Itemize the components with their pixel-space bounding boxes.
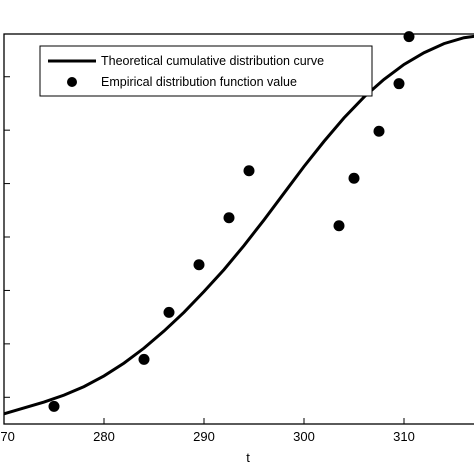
- x-tick-label-1: 280: [93, 429, 115, 444]
- empirical-point-3: [193, 259, 205, 271]
- x-axis-ticks: 270 280 290 300 310: [0, 418, 415, 444]
- x-axis-label: t: [246, 450, 250, 465]
- empirical-point-8: [373, 125, 385, 137]
- series-points-empirical: [48, 31, 415, 412]
- empirical-point-2: [163, 306, 175, 318]
- x-tick-label-3: 300: [293, 429, 315, 444]
- x-tick-label-0: 270: [0, 429, 15, 444]
- empirical-point-7: [348, 172, 360, 184]
- empirical-point-5: [243, 165, 255, 177]
- legend-marker-symbol: [67, 77, 77, 87]
- legend-label-theoretical: Theoretical cumulative distribution curv…: [101, 54, 324, 68]
- empirical-point-0: [48, 400, 60, 412]
- empirical-point-10: [403, 31, 415, 43]
- series-line-theoretical-cdf: [3, 34, 474, 416]
- legend-box: [39, 45, 373, 97]
- empirical-point-1: [138, 353, 150, 365]
- plot-frame: [3, 33, 474, 425]
- y-axis-ticks: [4, 76, 10, 398]
- legend: Theoretical cumulative distribution curv…: [39, 45, 373, 97]
- empirical-point-9: [393, 78, 405, 90]
- empirical-point-6: [333, 220, 345, 232]
- empirical-point-4: [223, 212, 235, 224]
- x-tick-label-4: 310: [393, 429, 415, 444]
- plot-area: [3, 33, 474, 425]
- legend-label-empirical: Empirical distribution function value: [101, 75, 297, 89]
- x-tick-label-2: 290: [193, 429, 215, 444]
